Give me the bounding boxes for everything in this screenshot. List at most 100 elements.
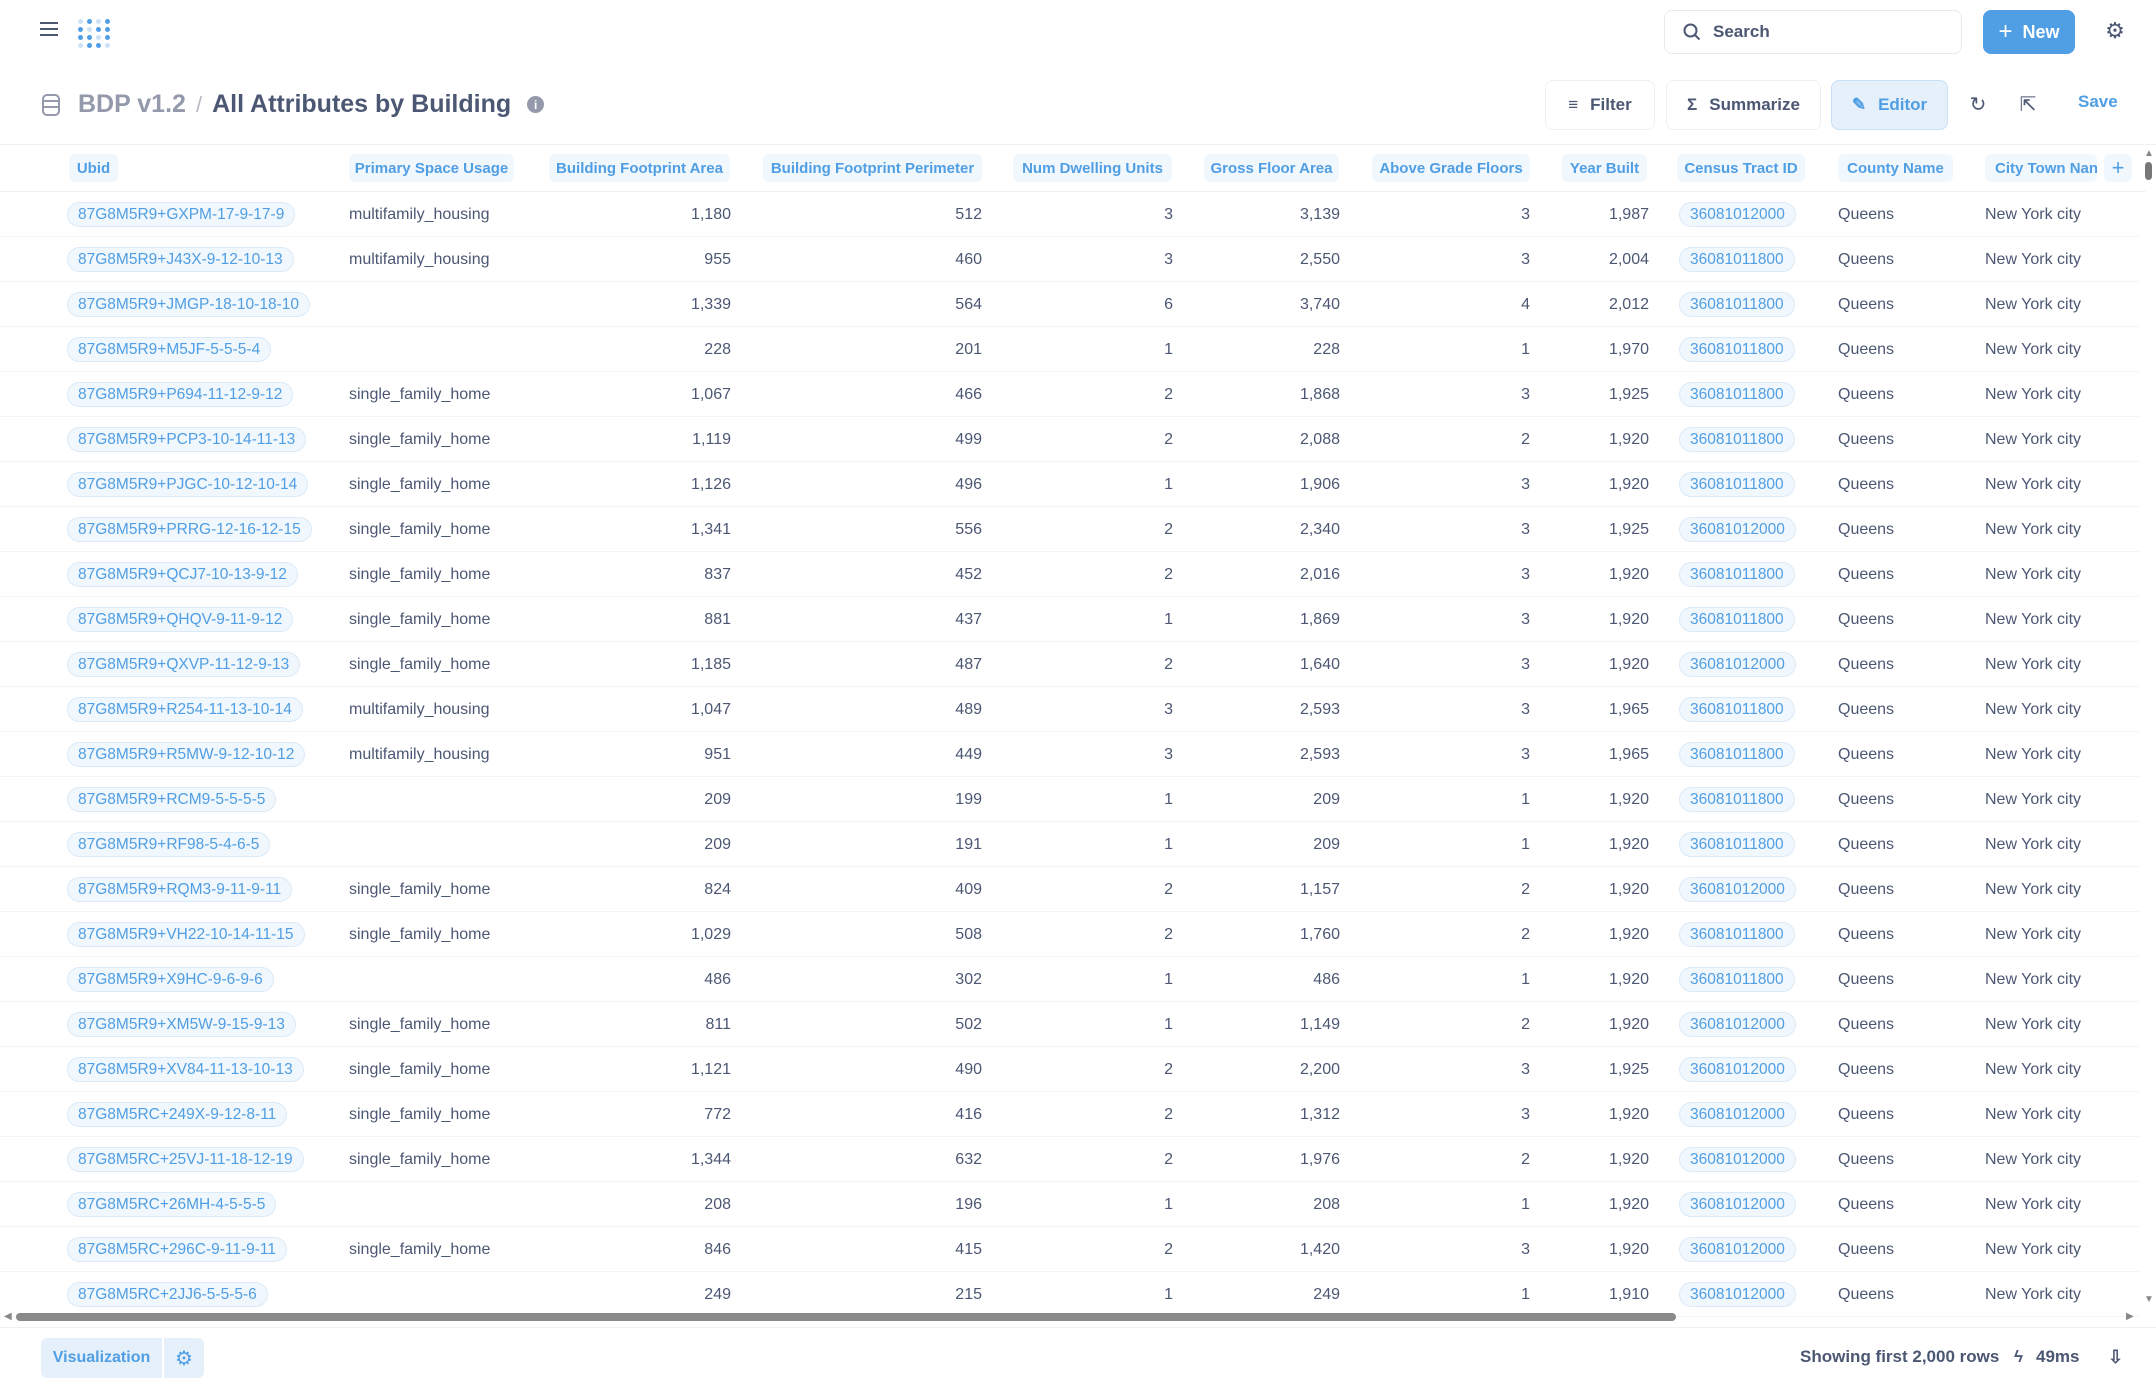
- cell-ubid[interactable]: 87G8M5R9+QXVP-11-12-9-13: [67, 652, 301, 677]
- cell-census-tract-id[interactable]: 36081011800: [1679, 382, 1795, 407]
- cell-ubid[interactable]: 87G8M5RC+2JJ6-5-5-5-6: [67, 1282, 268, 1307]
- visualization-settings-gear-icon[interactable]: ⚙: [164, 1338, 204, 1378]
- editor-button[interactable]: ✎ Editor: [1831, 80, 1948, 130]
- cell-ubid[interactable]: 87G8M5R9+P694-11-12-9-12: [67, 382, 294, 407]
- cell-gross-floor-area: 2,593: [1299, 701, 1340, 718]
- cell-ubid[interactable]: 87G8M5RC+249X-9-12-8-11: [67, 1102, 288, 1127]
- cell-building-footprint-area: 1,126: [690, 476, 731, 493]
- cell-gross-floor-area: 2,016: [1299, 566, 1340, 583]
- cell-census-tract-id[interactable]: 36081012000: [1679, 1012, 1796, 1037]
- cell-ubid[interactable]: 87G8M5RC+25VJ-11-18-12-19: [67, 1147, 304, 1172]
- table-row: 87G8M5R9+XM5W-9-15-9-13 single_family_hom…: [0, 1002, 2140, 1047]
- cell-census-tract-id[interactable]: 36081012000: [1679, 652, 1796, 677]
- column-header-county-name[interactable]: County Name: [1838, 154, 1953, 182]
- download-cloud-icon[interactable]: ⇩: [2108, 1347, 2124, 1367]
- cell-ubid[interactable]: 87G8M5R9+R254-11-13-10-14: [67, 697, 303, 722]
- cell-city-town-name: New York city: [1985, 701, 2082, 718]
- cell-census-tract-id[interactable]: 36081012000: [1679, 1192, 1796, 1217]
- cell-census-tract-id[interactable]: 36081011800: [1679, 247, 1795, 272]
- save-button[interactable]: Save: [2078, 92, 2118, 111]
- cell-census-tract-id[interactable]: 36081011800: [1679, 292, 1795, 317]
- cell-census-tract-id[interactable]: 36081011800: [1679, 607, 1795, 632]
- cell-ubid[interactable]: 87G8M5R9+QHQV-9-11-9-12: [67, 607, 294, 632]
- hamburger-menu-icon[interactable]: [40, 22, 58, 36]
- cell-census-tract-id[interactable]: 36081011800: [1679, 697, 1795, 722]
- cell-ubid[interactable]: 87G8M5R9+PCP3-10-14-11-13: [67, 427, 307, 452]
- cell-city-town-name: New York city: [1985, 1151, 2082, 1168]
- cell-census-tract-id[interactable]: 36081011800: [1679, 562, 1795, 587]
- cell-gross-floor-area: 2,340: [1299, 521, 1340, 538]
- cell-ubid[interactable]: 87G8M5R9+RQM3-9-11-9-11: [67, 877, 293, 902]
- cell-building-footprint-area: 1,029: [690, 926, 731, 943]
- cell-city-town-name: New York city: [1985, 206, 2082, 223]
- cell-ubid[interactable]: 87G8M5R9+PJGC-10-12-10-14: [67, 472, 309, 497]
- scroll-left-arrow-icon[interactable]: ◀: [4, 1311, 12, 1322]
- cell-census-tract-id[interactable]: 36081012000: [1679, 1237, 1796, 1262]
- cell-census-tract-id[interactable]: 36081011800: [1679, 742, 1795, 767]
- visualization-button[interactable]: Visualization: [41, 1338, 162, 1378]
- cell-ubid[interactable]: 87G8M5R9+GXPM-17-9-17-9: [67, 202, 296, 227]
- refresh-icon[interactable]: ↻: [1969, 94, 1987, 116]
- column-header-building-footprint-perimeter[interactable]: Building Footprint Perimeter: [763, 154, 982, 182]
- cell-city-town-name: New York city: [1985, 251, 2082, 268]
- column-header-year-built[interactable]: Year Built: [1562, 154, 1647, 182]
- metabase-logo[interactable]: [76, 13, 112, 53]
- filter-button[interactable]: ≡ Filter: [1545, 80, 1655, 130]
- cell-census-tract-id[interactable]: 36081011800: [1679, 337, 1795, 362]
- cell-ubid[interactable]: 87G8M5R9+JMGP-18-10-18-10: [67, 292, 310, 317]
- cell-ubid[interactable]: 87G8M5R9+M5JF-5-5-5-4: [67, 337, 272, 362]
- breadcrumb-database[interactable]: BDP v1.2: [78, 90, 186, 118]
- table-row: 87G8M5R9+QXVP-11-12-9-13 single_family_ho…: [0, 642, 2140, 687]
- open-external-icon[interactable]: ⇱: [2019, 94, 2037, 116]
- new-button[interactable]: + New: [1983, 10, 2075, 54]
- cell-census-tract-id[interactable]: 36081012000: [1679, 1147, 1796, 1172]
- column-header-ubid[interactable]: Ubid: [69, 154, 118, 182]
- vertical-scrollbar[interactable]: [2144, 150, 2152, 1300]
- cell-ubid[interactable]: 87G8M5R9+QCJ7-10-13-9-12: [67, 562, 298, 587]
- cell-census-tract-id[interactable]: 36081012000: [1679, 202, 1796, 227]
- cell-num-dwelling-units: 2: [1164, 881, 1173, 898]
- cell-census-tract-id[interactable]: 36081012000: [1679, 877, 1796, 902]
- column-header-city-town-name[interactable]: City Town Nan: [1985, 154, 2097, 182]
- cell-census-tract-id[interactable]: 36081011800: [1679, 787, 1795, 812]
- horizontal-scrollbar-thumb[interactable]: [16, 1313, 1676, 1321]
- cell-census-tract-id[interactable]: 36081012000: [1679, 1102, 1796, 1127]
- column-header-above-grade-floors[interactable]: Above Grade Floors: [1372, 154, 1530, 182]
- scroll-up-arrow-icon[interactable]: ▲: [2144, 148, 2154, 159]
- cell-ubid[interactable]: 87G8M5R9+J43X-9-12-10-13: [67, 247, 294, 272]
- cell-ubid[interactable]: 87G8M5R9+X9HC-9-6-9-6: [67, 967, 274, 992]
- search-input[interactable]: Search: [1664, 10, 1962, 54]
- column-header-census-tract-id[interactable]: Census Tract ID: [1677, 154, 1805, 182]
- cell-census-tract-id[interactable]: 36081011800: [1679, 427, 1795, 452]
- info-icon[interactable]: i: [527, 96, 545, 113]
- settings-gear-icon[interactable]: ⚙: [2105, 18, 2125, 43]
- cell-census-tract-id[interactable]: 36081011800: [1679, 472, 1795, 497]
- cell-census-tract-id[interactable]: 36081012000: [1679, 517, 1796, 542]
- cell-above-grade-floors: 2: [1521, 431, 1530, 448]
- cell-census-tract-id[interactable]: 36081011800: [1679, 967, 1795, 992]
- cell-ubid[interactable]: 87G8M5R9+XV84-11-13-10-13: [67, 1057, 304, 1082]
- column-header-building-footprint-area[interactable]: Building Footprint Area: [549, 154, 730, 182]
- scroll-down-arrow-icon[interactable]: ▼: [2144, 1294, 2154, 1305]
- cell-ubid[interactable]: 87G8M5R9+PRRG-12-16-12-15: [67, 517, 312, 542]
- cell-census-tract-id[interactable]: 36081011800: [1679, 922, 1795, 947]
- cell-census-tract-id[interactable]: 36081011800: [1679, 832, 1795, 857]
- page-title[interactable]: All Attributes by Building: [212, 90, 512, 118]
- cell-ubid[interactable]: 87G8M5R9+XM5W-9-15-9-13: [67, 1012, 296, 1037]
- cell-census-tract-id[interactable]: 36081012000: [1679, 1057, 1796, 1082]
- cell-census-tract-id[interactable]: 36081012000: [1679, 1282, 1796, 1307]
- add-column-button[interactable]: +: [2104, 154, 2132, 182]
- cell-ubid[interactable]: 87G8M5R9+RCM9-5-5-5-5: [67, 787, 277, 812]
- cell-ubid[interactable]: 87G8M5R9+VH22-10-14-11-15: [67, 922, 305, 947]
- scroll-right-arrow-icon[interactable]: ▶: [2126, 1311, 2134, 1322]
- cell-num-dwelling-units: 2: [1164, 431, 1173, 448]
- column-header-num-dwelling-units[interactable]: Num Dwelling Units: [1013, 154, 1172, 182]
- cell-ubid[interactable]: 87G8M5R9+R5MW-9-12-10-12: [67, 742, 306, 767]
- cell-ubid[interactable]: 87G8M5R9+RF98-5-4-6-5: [67, 832, 271, 857]
- summarize-button[interactable]: Σ Summarize: [1666, 80, 1821, 130]
- cell-ubid[interactable]: 87G8M5RC+296C-9-11-9-11: [67, 1237, 288, 1262]
- cell-ubid[interactable]: 87G8M5RC+26MH-4-5-5-5: [67, 1192, 277, 1217]
- vertical-scrollbar-thumb[interactable]: [2145, 162, 2152, 180]
- column-header-primary-space-usage[interactable]: Primary Space Usage: [349, 154, 514, 182]
- column-header-gross-floor-area[interactable]: Gross Floor Area: [1204, 154, 1339, 182]
